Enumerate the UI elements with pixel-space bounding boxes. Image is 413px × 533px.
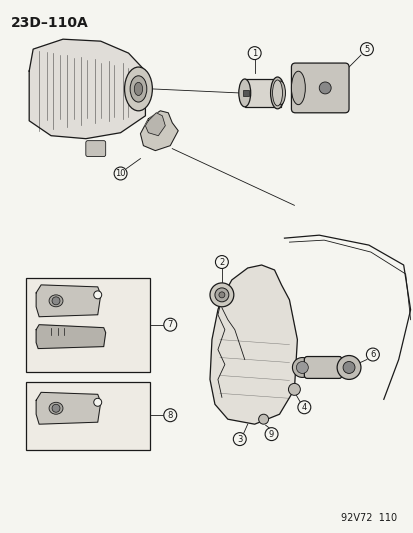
- Ellipse shape: [275, 81, 285, 105]
- Text: 92V72  110: 92V72 110: [340, 513, 396, 523]
- FancyBboxPatch shape: [85, 141, 105, 157]
- Polygon shape: [145, 113, 165, 136]
- Bar: [242, 90, 248, 96]
- Circle shape: [288, 383, 300, 395]
- Polygon shape: [140, 111, 178, 151]
- Ellipse shape: [270, 77, 284, 109]
- Text: 8: 8: [167, 411, 173, 419]
- Bar: [26, 278, 150, 373]
- Ellipse shape: [49, 402, 63, 414]
- Circle shape: [52, 297, 60, 305]
- Circle shape: [93, 398, 102, 406]
- Polygon shape: [36, 392, 100, 424]
- Text: 10: 10: [115, 169, 126, 178]
- Circle shape: [93, 291, 102, 299]
- Circle shape: [215, 255, 228, 269]
- Text: 5: 5: [363, 45, 369, 54]
- Circle shape: [366, 348, 378, 361]
- Circle shape: [264, 427, 278, 441]
- Circle shape: [296, 361, 308, 374]
- Ellipse shape: [124, 67, 152, 111]
- FancyBboxPatch shape: [304, 357, 341, 378]
- Circle shape: [258, 414, 268, 424]
- Circle shape: [164, 318, 176, 331]
- Polygon shape: [36, 325, 105, 349]
- Circle shape: [164, 409, 176, 422]
- Ellipse shape: [134, 83, 142, 95]
- Circle shape: [52, 404, 60, 412]
- Ellipse shape: [238, 79, 250, 107]
- Bar: [244, 79, 280, 107]
- Text: 7: 7: [167, 320, 173, 329]
- Polygon shape: [29, 39, 145, 139]
- Text: 3: 3: [237, 434, 242, 443]
- Circle shape: [297, 401, 310, 414]
- Text: 9: 9: [268, 430, 273, 439]
- Ellipse shape: [49, 295, 63, 307]
- FancyBboxPatch shape: [291, 63, 348, 113]
- Text: 1: 1: [252, 49, 257, 58]
- Ellipse shape: [291, 71, 305, 104]
- Text: 6: 6: [369, 350, 375, 359]
- Text: 4: 4: [301, 403, 306, 412]
- Circle shape: [342, 361, 354, 374]
- Ellipse shape: [130, 76, 147, 102]
- Circle shape: [248, 47, 261, 60]
- Circle shape: [336, 356, 360, 379]
- Circle shape: [218, 292, 224, 298]
- Circle shape: [214, 288, 228, 302]
- Text: 23D–110A: 23D–110A: [11, 17, 89, 30]
- Circle shape: [292, 358, 311, 377]
- Circle shape: [318, 82, 330, 94]
- Circle shape: [209, 283, 233, 307]
- Bar: [26, 382, 150, 450]
- Circle shape: [360, 43, 373, 55]
- Polygon shape: [209, 265, 297, 424]
- Ellipse shape: [272, 80, 282, 106]
- Polygon shape: [36, 285, 100, 317]
- Text: 2: 2: [219, 257, 224, 266]
- Circle shape: [233, 433, 246, 446]
- Circle shape: [114, 167, 127, 180]
